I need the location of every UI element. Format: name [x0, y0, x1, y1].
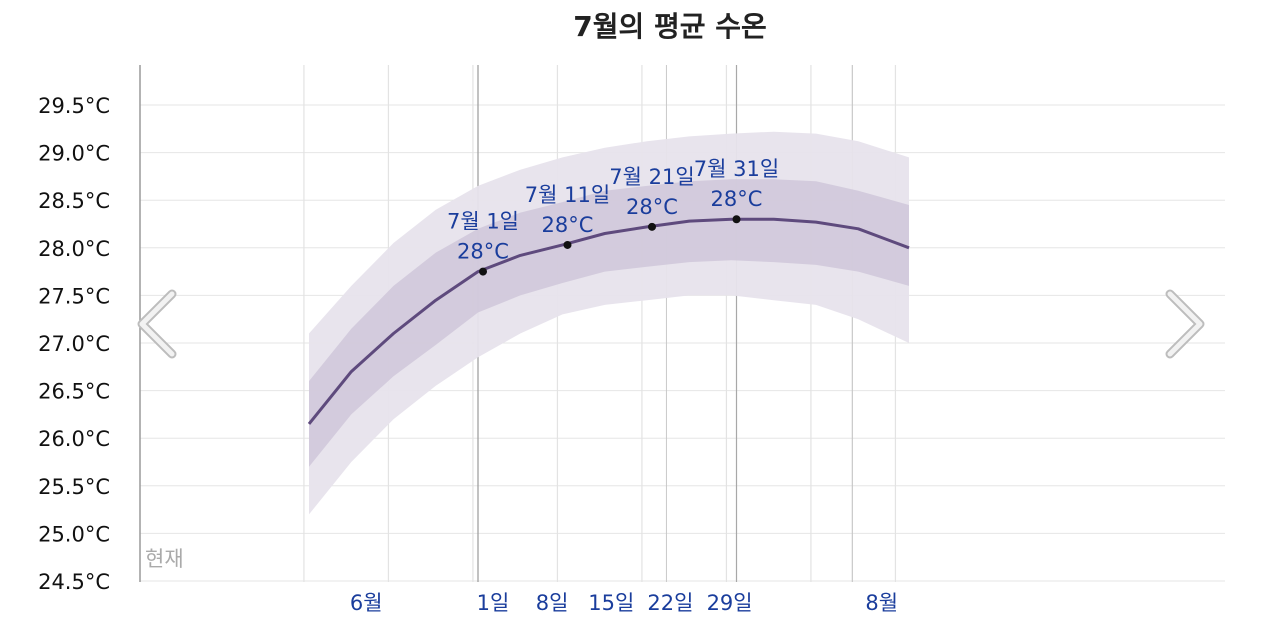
y-tick-label: 26.0°C — [38, 427, 110, 451]
data-point — [563, 240, 572, 249]
data-point — [479, 267, 487, 276]
x-tick-label: 22일 — [647, 591, 693, 615]
x-tick-label: 8일 — [536, 591, 569, 615]
annotation-temp: 28°C — [457, 240, 509, 264]
x-tick-label: 8월 — [865, 591, 898, 615]
y-tick-label: 26.5°C — [38, 380, 110, 404]
x-axis: 6월 1일 8일 15일 22일 29일 8월 — [350, 591, 898, 615]
y-tick-label: 28.0°C — [38, 237, 110, 261]
y-tick-label: 24.5°C — [38, 570, 110, 594]
x-tick-label: 1일 — [477, 591, 510, 615]
annotation-temp: 28°C — [542, 213, 594, 237]
annotation-temp: 28°C — [626, 195, 678, 219]
y-tick-label: 25.0°C — [38, 522, 110, 546]
y-tick-label: 29.5°C — [38, 94, 110, 118]
x-tick-label: 6월 — [350, 591, 383, 615]
y-axis: 24.5°C 25.0°C 25.5°C 26.0°C 26.5°C 27.0°C 27.5… — [38, 94, 110, 594]
bands — [309, 131, 909, 515]
annotation-date: 7월 11일 — [525, 183, 610, 207]
y-tick-label: 27.5°C — [38, 284, 110, 308]
y-tick-label: 25.5°C — [38, 475, 110, 499]
chevron-left-icon[interactable] — [137, 289, 177, 359]
y-tick-label: 28.5°C — [38, 189, 110, 213]
x-tick-label: 29일 — [707, 591, 753, 615]
annotations: 7월 1일 28°C 7월 11일 28°C 7월 21일 28°C 7월 31일 28°C — [447, 157, 779, 276]
annotation-temp: 28°C — [711, 187, 763, 211]
annotation-date: 7월 21일 — [609, 165, 694, 189]
chevron-right-icon[interactable] — [1165, 289, 1205, 359]
now-label: 현재 — [145, 547, 184, 571]
inner-band — [309, 179, 909, 467]
annotation-date: 7월 1일 — [447, 210, 519, 234]
x-tick-label: 15일 — [588, 591, 634, 615]
data-point — [648, 222, 656, 231]
lines — [307, 217, 910, 425]
chart-title: 7월의 평균 수온 — [573, 10, 767, 43]
data-point — [732, 215, 741, 224]
annotation-date: 7월 31일 — [694, 157, 779, 181]
y-tick-label: 29.0°C — [38, 142, 110, 166]
mean-line — [307, 217, 910, 425]
y-tick-label: 27.0°C — [38, 332, 110, 356]
